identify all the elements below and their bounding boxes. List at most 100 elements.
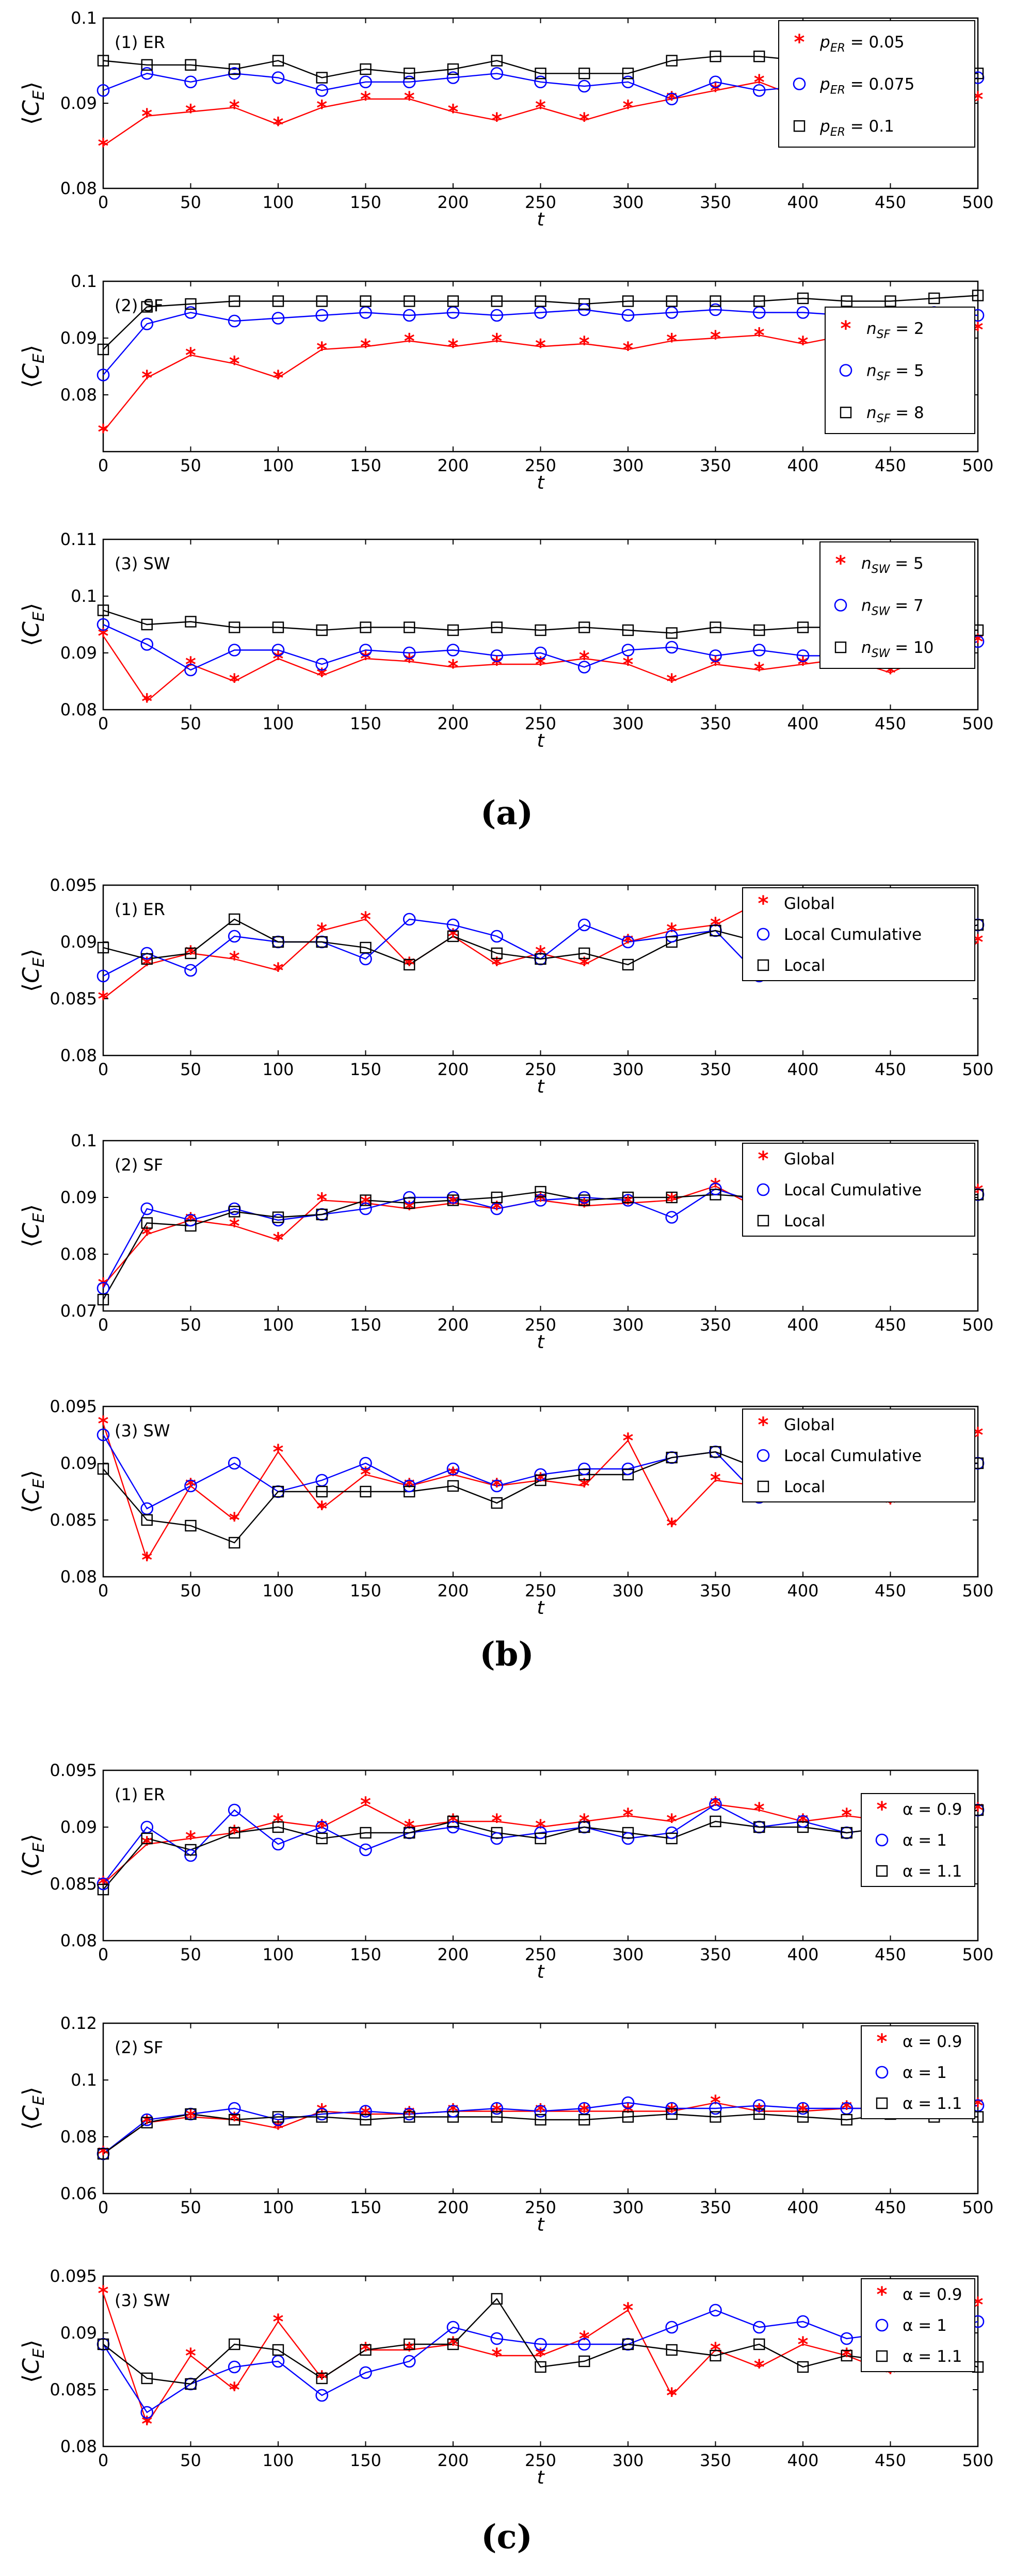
data-point-circle (490, 2332, 504, 2345)
legend-label: pER = 0.1 (819, 117, 894, 139)
legend-marker-star: * (877, 2030, 888, 2054)
data-point-square (404, 1197, 415, 1209)
data-point-star: * (623, 2299, 634, 2323)
legend-marker-square (876, 2097, 888, 2109)
data-point-star: * (666, 2384, 677, 2408)
legend-label: Global (784, 1150, 835, 1169)
data-point-square (535, 2114, 546, 2126)
data-point-circle (403, 75, 416, 89)
data-point-star: * (316, 1189, 327, 1213)
x-tick-label: 150 (350, 714, 381, 733)
data-point-star: * (404, 2339, 415, 2362)
data-point-circle (490, 649, 504, 662)
data-point-circle (315, 2389, 329, 2402)
y-tick-label: 0.1 (71, 8, 97, 28)
data-point-star: * (623, 653, 634, 677)
data-point-star: * (316, 96, 327, 120)
data-point-square (710, 1815, 721, 1828)
x-tick-label: 200 (437, 1581, 469, 1601)
x-tick-label: 100 (262, 714, 294, 733)
data-point-star: * (141, 690, 152, 714)
data-point-star: * (316, 1816, 327, 1839)
legend-box (861, 1793, 975, 1887)
data-point-square (710, 2111, 721, 2123)
legend-marker-star: * (758, 1147, 769, 1171)
x-tick-label: 350 (700, 193, 731, 212)
data-point-square (404, 2338, 415, 2350)
y-tick-label: 0.09 (60, 1188, 97, 1207)
legend-label: Local Cumulative (784, 1181, 922, 1199)
x-tick-label: 200 (437, 1945, 469, 1964)
data-point-star: * (491, 653, 502, 677)
data-point-square (535, 1186, 546, 1198)
data-point-star: * (404, 650, 415, 674)
data-point-star: * (666, 1514, 677, 1538)
data-point-star: * (273, 1441, 284, 1464)
x-tick-label: 500 (962, 2451, 993, 2470)
legend-label: Local Cumulative (784, 925, 922, 944)
chart-panel-b-2: 0 50 100 150 200 250 300 350 400 450 500 0.07 0.08 0.… (18, 1131, 994, 1353)
data-point-star: * (185, 2344, 196, 2368)
data-point-square (578, 1194, 590, 1206)
x-tick-label: 100 (262, 1060, 294, 1079)
legend-label: α = 0.9 (903, 2285, 962, 2304)
legend-label: Local (784, 956, 825, 975)
chart-title: (3) SW (115, 1421, 170, 1441)
data-point-square (797, 1821, 809, 1833)
data-point-square (97, 1463, 109, 1475)
data-point-square (141, 953, 153, 965)
data-point-square (491, 947, 503, 959)
data-point-star: * (316, 919, 327, 943)
data-point-square (578, 621, 590, 633)
legend-label: α = 1.1 (903, 2347, 962, 2366)
data-point-star: * (448, 335, 459, 359)
x-axis-label: t (537, 2214, 545, 2235)
data-point-star: * (185, 1475, 196, 1498)
x-tick-label: 250 (525, 193, 556, 212)
data-point-star: * (229, 96, 240, 120)
data-point-star: * (360, 647, 371, 671)
data-point-circle (709, 2102, 722, 2115)
legend-label: nSW = 10 (861, 638, 934, 660)
data-point-square (753, 1821, 765, 1833)
data-point-circle (752, 2321, 766, 2334)
data-point-star: * (623, 931, 634, 954)
legend-box (861, 2025, 975, 2119)
data-point-square (535, 68, 546, 79)
legend-marker-star: * (758, 1413, 769, 1437)
data-point-circle (446, 71, 460, 84)
legend-label: α = 1.1 (903, 2094, 962, 2113)
data-point-square (360, 1827, 372, 1839)
data-point-circle (140, 317, 154, 330)
data-point-circle (577, 79, 591, 93)
legend-marker-circle (839, 364, 852, 377)
x-tick-label: 150 (350, 1581, 381, 1601)
data-point-square (666, 55, 678, 67)
data-point-circle (709, 649, 722, 662)
data-point-circle (490, 1479, 504, 1493)
data-point-circle (140, 1202, 154, 1215)
data-point-star: * (316, 1497, 327, 1521)
data-point-star: * (98, 421, 109, 444)
x-tick-label: 400 (787, 2451, 818, 2470)
data-point-star: * (229, 2378, 240, 2402)
data-point-square (404, 621, 415, 633)
x-tick-label: 250 (525, 714, 556, 733)
legend-label: α = 1 (903, 1831, 947, 1850)
x-axis-label: t (537, 209, 545, 230)
data-point-star: * (798, 332, 809, 356)
x-axis-label: t (537, 1961, 545, 1982)
y-axis-label: ⟨CE⟩ (18, 949, 48, 992)
x-tick-label: 0 (98, 193, 108, 212)
data-point-star: * (666, 1810, 677, 1834)
legend-box (742, 1409, 975, 1502)
x-tick-label: 150 (350, 193, 381, 212)
data-point-circle (446, 1462, 460, 1476)
data-point-star: * (404, 2103, 415, 2126)
x-tick-label: 300 (612, 714, 643, 733)
data-point-square (447, 2338, 459, 2350)
data-point-square (229, 621, 240, 633)
data-point-star: * (754, 71, 765, 94)
chart-panel-a-2: 0 50 100 150 200 250 300 350 400 450 500 0.08 0.09 0.… (18, 271, 994, 493)
data-point-star: * (535, 2100, 546, 2124)
